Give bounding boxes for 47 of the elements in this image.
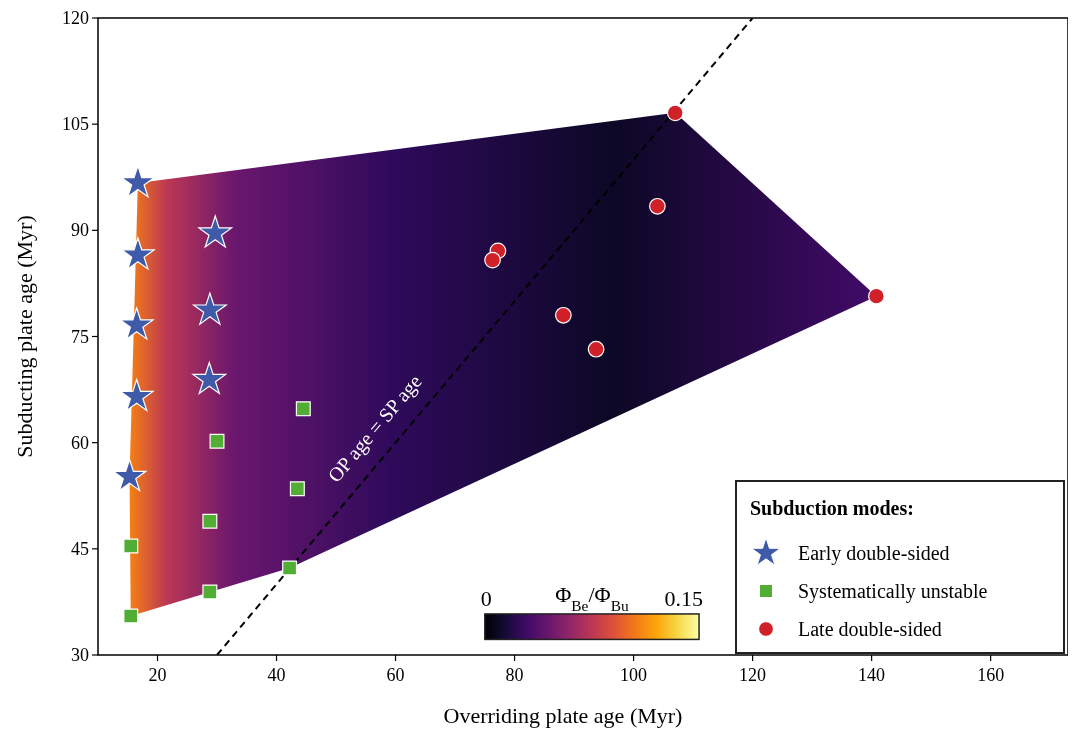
point <box>123 538 139 554</box>
point <box>649 197 666 215</box>
point <box>202 584 218 600</box>
point <box>295 401 311 417</box>
point <box>120 237 155 270</box>
x-tick-label: 100 <box>620 665 648 685</box>
annotation: 0.15 <box>664 585 704 611</box>
point <box>868 287 885 305</box>
point <box>192 361 227 395</box>
point <box>554 306 572 324</box>
point <box>119 378 154 412</box>
point <box>123 608 139 624</box>
point <box>112 458 147 492</box>
y-tick-label: 75 <box>71 326 89 347</box>
point <box>202 513 218 529</box>
x-tick-label: 160 <box>977 665 1005 685</box>
legend-label: Systematically unstable <box>798 580 988 603</box>
annotation: 0 <box>480 585 492 611</box>
point <box>209 433 225 449</box>
x-tick-label: 20 <box>148 665 167 685</box>
legend-label: Late double-sided <box>798 618 942 640</box>
x-tick-label: 40 <box>267 665 286 685</box>
y-tick-label: 90 <box>71 220 89 241</box>
y-tick-label: 105 <box>62 114 89 135</box>
legend-title: Subduction modes: <box>750 497 914 519</box>
x-tick-label: 120 <box>739 665 767 685</box>
y-tick-label: 30 <box>71 645 89 665</box>
point <box>119 307 154 340</box>
point <box>484 251 501 269</box>
point <box>120 165 155 198</box>
x-tick-label: 140 <box>858 665 886 685</box>
x-axis-title: Overriding plate age (Myr) <box>443 703 683 728</box>
point <box>289 481 305 497</box>
point <box>587 340 605 358</box>
x-tick-label: 80 <box>505 665 524 685</box>
x-tick-label: 60 <box>386 665 405 685</box>
legend-label: Early double-sided <box>798 542 950 565</box>
point <box>192 292 227 325</box>
y-tick-label: 45 <box>71 538 89 559</box>
y-tick-label: 120 <box>62 8 89 28</box>
y-tick-label: 60 <box>71 432 89 453</box>
point <box>198 215 233 248</box>
annotation: Φ$_{Be}$/Φ$_{Bu}$ <box>555 581 629 614</box>
y-axis-title: Subducting plate age (Myr) <box>12 215 37 458</box>
point <box>666 104 684 122</box>
annotation: OP age = SP age <box>323 370 427 487</box>
point <box>282 560 298 576</box>
